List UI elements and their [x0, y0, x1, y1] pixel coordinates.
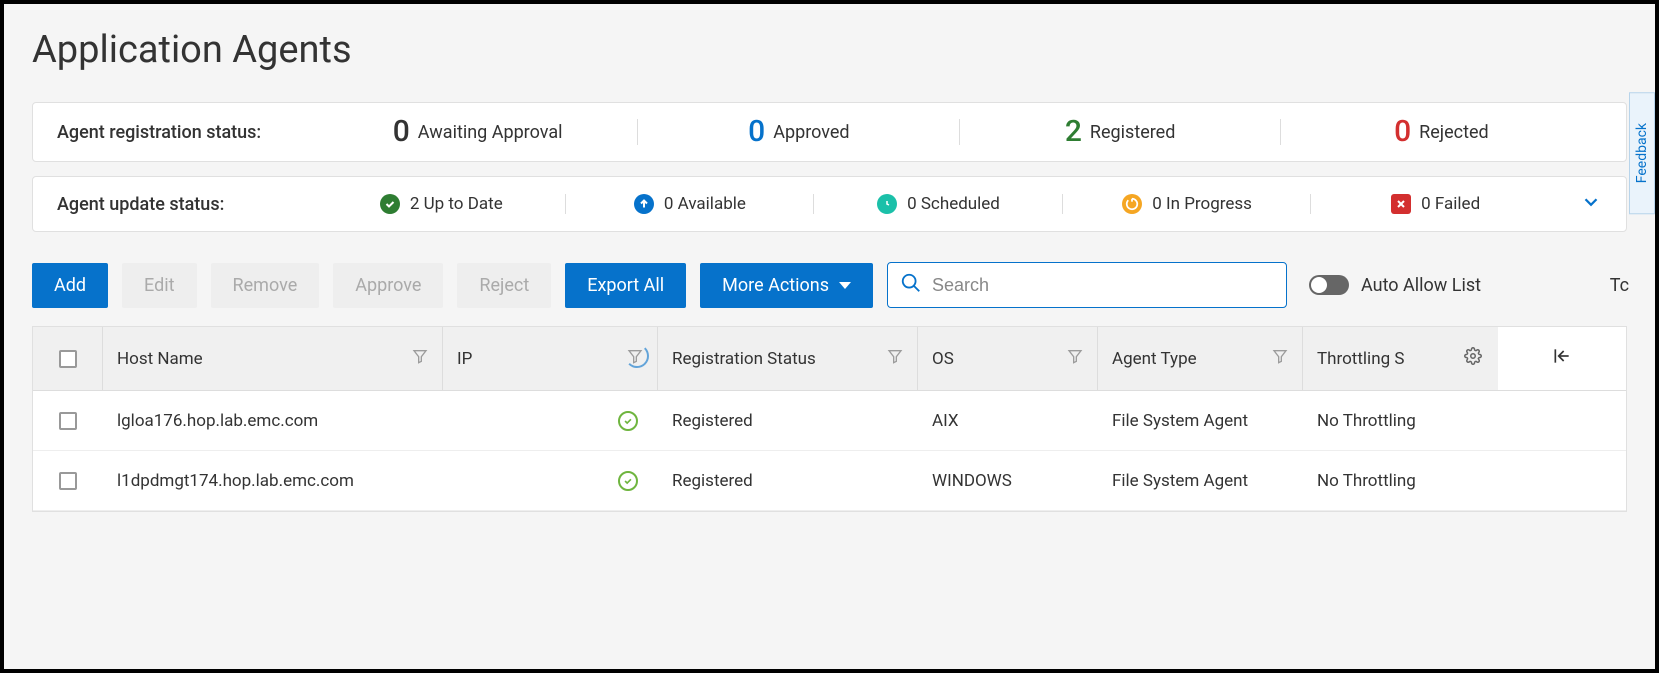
registration-status-item[interactable]: 0 Rejected: [1281, 117, 1602, 147]
caret-down-icon: [839, 282, 851, 289]
auto-allow-label: Auto Allow List: [1361, 275, 1481, 296]
chevron-down-icon[interactable]: [1580, 191, 1602, 217]
col-registration-status[interactable]: Registration Status: [658, 327, 918, 390]
col-host-label: Host Name: [117, 349, 203, 369]
progress-circle-icon: [1122, 194, 1142, 214]
update-status-panel: Agent update status: 2 Up to Date 0 Avail…: [32, 176, 1627, 232]
filter-icon[interactable]: [412, 348, 428, 369]
registration-count: 0: [748, 117, 765, 147]
search-icon: [900, 272, 922, 298]
registration-label: Awaiting Approval: [418, 122, 563, 143]
registration-status-panel: Agent registration status: 0 Awaiting App…: [32, 102, 1627, 162]
cell-host: l1dpdmgt174.hop.lab.emc.com: [103, 471, 443, 491]
update-status-label: Agent update status:: [57, 194, 317, 215]
edit-button: Edit: [122, 263, 196, 308]
update-status-item[interactable]: 0 Available: [566, 194, 815, 214]
table-row[interactable]: lgloa176.hop.lab.emc.com RegisteredAIXFil…: [33, 391, 1626, 451]
update-status-text: 0 Available: [664, 194, 746, 214]
cell-ip: [443, 411, 658, 431]
remove-button: Remove: [211, 263, 320, 308]
registration-count: 2: [1065, 117, 1082, 147]
col-ip[interactable]: IP: [443, 327, 658, 390]
filter-icon[interactable]: [1272, 348, 1288, 369]
col-agent-type[interactable]: Agent Type: [1098, 327, 1303, 390]
registration-status-item[interactable]: 0 Approved: [638, 117, 959, 147]
clock-circle-icon: [877, 194, 897, 214]
reject-button: Reject: [457, 263, 551, 308]
update-status-text: 0 Scheduled: [907, 194, 1000, 214]
update-status-text: 0 In Progress: [1152, 194, 1252, 214]
table-row[interactable]: l1dpdmgt174.hop.lab.emc.com RegisteredWIN…: [33, 451, 1626, 511]
search-input[interactable]: [932, 275, 1274, 296]
filter-icon[interactable]: [1067, 348, 1083, 369]
registration-count: 0: [393, 117, 410, 147]
cell-ip: [443, 471, 658, 491]
feedback-tab[interactable]: Feedback: [1629, 92, 1655, 214]
registration-status-item[interactable]: 2 Registered: [960, 117, 1281, 147]
x-square-icon: [1391, 194, 1411, 214]
cell-throttling: No Throttling: [1303, 411, 1448, 431]
search-box[interactable]: [887, 262, 1287, 308]
row-checkbox[interactable]: [59, 472, 77, 490]
truncated-text: Tc: [1610, 275, 1629, 296]
status-ok-icon: [618, 471, 638, 491]
arrow-up-circle-icon: [634, 194, 654, 214]
registration-label: Rejected: [1419, 122, 1489, 143]
agents-table: Host Name IP Registration Status OS: [32, 326, 1627, 512]
registration-count: 0: [1394, 117, 1411, 147]
cell-agent-type: File System Agent: [1098, 411, 1303, 431]
col-collapse[interactable]: [1498, 327, 1626, 390]
update-status-item[interactable]: 0 In Progress: [1063, 194, 1312, 214]
select-all-checkbox[interactable]: [59, 350, 77, 368]
table-header: Host Name IP Registration Status OS: [33, 327, 1626, 391]
cell-registration: Registered: [658, 411, 918, 431]
status-ok-icon: [618, 411, 638, 431]
update-status-item[interactable]: 0 Scheduled: [814, 194, 1063, 214]
col-thr-label: Throttling S: [1317, 349, 1404, 369]
col-ip-label: IP: [457, 349, 472, 369]
col-settings[interactable]: [1448, 327, 1498, 390]
filter-loading-icon[interactable]: [627, 348, 643, 369]
more-actions-button[interactable]: More Actions: [700, 263, 873, 308]
update-status-text: 0 Failed: [1421, 194, 1480, 214]
collapse-panel-icon[interactable]: [1552, 346, 1572, 371]
auto-allow-toggle[interactable]: [1309, 275, 1349, 295]
registration-status-item[interactable]: 0 Awaiting Approval: [317, 117, 638, 147]
col-host-name[interactable]: Host Name: [103, 327, 443, 390]
row-checkbox[interactable]: [59, 412, 77, 430]
cell-host: lgloa176.hop.lab.emc.com: [103, 411, 443, 431]
more-actions-label: More Actions: [722, 275, 829, 296]
col-os[interactable]: OS: [918, 327, 1098, 390]
filter-icon[interactable]: [887, 348, 903, 369]
registration-label: Approved: [773, 122, 849, 143]
cell-agent-type: File System Agent: [1098, 471, 1303, 491]
toolbar: Add Edit Remove Approve Reject Export Al…: [32, 262, 1627, 308]
update-status-text: 2 Up to Date: [410, 194, 503, 214]
col-os-label: OS: [932, 349, 954, 369]
cell-os: WINDOWS: [918, 471, 1098, 491]
col-throttling[interactable]: Throttling S: [1303, 327, 1448, 390]
registration-status-label: Agent registration status:: [57, 122, 317, 143]
gear-icon[interactable]: [1464, 347, 1482, 370]
add-button[interactable]: Add: [32, 263, 108, 308]
col-type-label: Agent Type: [1112, 349, 1197, 369]
update-status-item[interactable]: 2 Up to Date: [317, 194, 566, 214]
export-all-button[interactable]: Export All: [565, 263, 686, 308]
update-status-item[interactable]: 0 Failed: [1311, 194, 1560, 214]
cell-registration: Registered: [658, 471, 918, 491]
col-reg-label: Registration Status: [672, 349, 816, 369]
check-circle-icon: [380, 194, 400, 214]
cell-throttling: No Throttling: [1303, 471, 1448, 491]
cell-os: AIX: [918, 411, 1098, 431]
registration-label: Registered: [1090, 122, 1175, 143]
approve-button: Approve: [333, 263, 443, 308]
col-checkbox[interactable]: [33, 327, 103, 390]
page-title: Application Agents: [32, 28, 1627, 72]
